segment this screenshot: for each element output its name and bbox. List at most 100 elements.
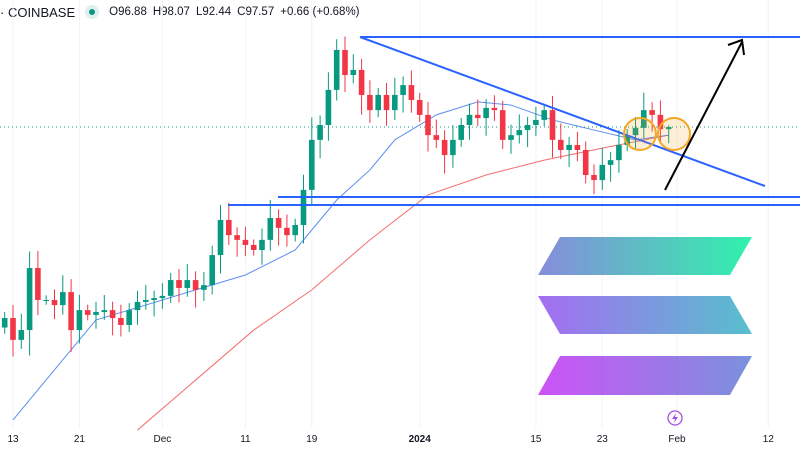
candle — [151, 290, 157, 317]
candle — [416, 93, 423, 122]
candle-body — [599, 164, 606, 181]
candle — [508, 124, 514, 154]
candle — [18, 313, 25, 349]
chart-header: · COINBASE O96.88 H98.07 L92.44 C97.57 +… — [0, 3, 366, 21]
candle — [26, 251, 33, 356]
candle-body — [392, 94, 398, 111]
candle-body — [267, 218, 274, 240]
candle — [566, 136, 572, 167]
candle — [325, 72, 332, 141]
candle — [10, 304, 16, 357]
candle-body — [292, 225, 298, 236]
candle-body — [582, 150, 589, 175]
candle — [624, 128, 630, 152]
candle-body — [126, 310, 132, 325]
candle-body — [192, 280, 199, 290]
drawings[interactable] — [228, 36, 800, 206]
candle — [143, 284, 149, 310]
candle — [234, 227, 240, 257]
candle-body — [51, 300, 58, 306]
lightning-icon[interactable] — [667, 410, 683, 426]
descending-trendline[interactable] — [359, 36, 766, 187]
candle-body — [383, 94, 390, 111]
candle-body — [450, 139, 456, 156]
candle-body — [68, 292, 74, 331]
candle — [192, 271, 199, 308]
candle-body — [76, 310, 83, 331]
candle-body — [325, 89, 332, 125]
candle-body — [607, 160, 614, 165]
change-value: +0.66 (+0.68%) — [280, 6, 360, 18]
candle — [491, 95, 498, 121]
candle — [84, 304, 91, 321]
x-axis: 13 21 Dec 11 19 2024 15 23 Feb 12 — [7, 434, 774, 445]
candle-body — [209, 255, 215, 286]
candle-body — [416, 100, 423, 115]
ma-red-line — [137, 134, 669, 431]
candle-body — [400, 85, 406, 95]
candle-body — [10, 318, 16, 340]
candle-body — [665, 126, 672, 130]
x-tick-label: 19 — [306, 434, 318, 445]
candle — [60, 275, 66, 315]
candle-body — [649, 110, 655, 115]
low-value: L92.44 — [195, 6, 232, 18]
x-tick-label: 23 — [597, 434, 609, 445]
highlight-circle[interactable] — [623, 117, 657, 151]
candle — [292, 218, 298, 242]
candle — [632, 116, 639, 150]
candle-body — [143, 300, 149, 302]
candle-body — [425, 114, 431, 136]
candle — [226, 202, 232, 245]
exchange-label: · COINBASE — [0, 4, 76, 20]
candle — [284, 214, 290, 247]
market-status-icon — [85, 5, 100, 19]
candle — [333, 39, 340, 101]
candle — [317, 115, 323, 159]
x-tick-label: 12 — [763, 434, 775, 445]
candle — [367, 80, 373, 123]
candle — [499, 100, 506, 150]
candle-body — [35, 268, 41, 300]
candle — [616, 130, 622, 173]
candle — [375, 87, 381, 118]
candle-body — [491, 107, 498, 111]
candle-body — [458, 125, 464, 140]
candle — [167, 272, 174, 304]
candle — [516, 114, 523, 144]
candle-body — [234, 235, 240, 240]
highlight-circle[interactable] — [657, 117, 691, 151]
candle-body — [26, 268, 33, 331]
candle — [159, 283, 166, 309]
candle — [392, 77, 398, 120]
candle-body — [259, 239, 265, 250]
candle — [309, 117, 315, 205]
candle — [607, 152, 614, 182]
candle — [441, 130, 448, 174]
candle-body — [516, 130, 523, 136]
candle — [101, 294, 108, 320]
projection-arrow[interactable] — [664, 38, 745, 191]
candle-body — [93, 312, 99, 315]
candle — [425, 102, 431, 152]
candle — [599, 147, 606, 190]
candle — [383, 82, 390, 126]
candle — [342, 36, 348, 93]
solana-logo — [538, 237, 752, 395]
candle — [533, 106, 539, 137]
candle — [209, 245, 215, 295]
candle — [549, 95, 556, 158]
candle-body — [541, 110, 547, 120]
candle — [93, 301, 99, 329]
candle — [475, 99, 481, 127]
candle — [126, 303, 132, 332]
candle — [51, 289, 58, 320]
candle-body — [524, 125, 531, 131]
candle — [408, 70, 415, 113]
candle — [450, 125, 456, 168]
candle-body — [184, 280, 191, 288]
candle — [466, 103, 473, 140]
candle — [275, 209, 282, 246]
candle-body — [616, 144, 622, 161]
